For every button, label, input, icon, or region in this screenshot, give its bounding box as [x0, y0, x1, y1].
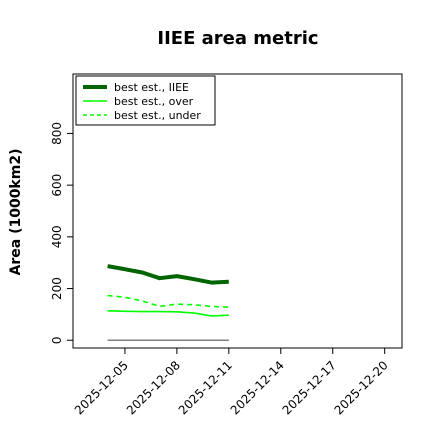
- x-tick-label: 2025-12-11: [176, 358, 235, 417]
- x-tick-label: 2025-12-17: [280, 358, 339, 417]
- series-line-2: [107, 294, 229, 308]
- x-tick-label: 2025-12-14: [228, 358, 287, 417]
- series-lines: [107, 264, 229, 341]
- legend-label-over: best est., over: [114, 95, 194, 108]
- y-tick-label: 400: [50, 225, 64, 248]
- legend-label-iiee: best est., IIEE: [114, 81, 189, 94]
- series-line-0: [107, 264, 229, 285]
- y-tick-label: 0: [50, 336, 64, 344]
- chart-title: IIEE area metric: [157, 28, 318, 49]
- legend: best est., IIEE best est., over best est…: [75, 75, 216, 126]
- x-tick-label: 2025-12-20: [332, 358, 391, 417]
- series-line-1: [107, 310, 229, 317]
- x-tick-label: 2025-12-08: [124, 358, 183, 417]
- y-tick-label: 600: [50, 174, 64, 197]
- x-tick-label: 2025-12-05: [72, 358, 131, 417]
- y-tick-label: 800: [50, 122, 64, 145]
- legend-label-under: best est., under: [114, 109, 201, 122]
- y-axis-ticks: 0 200 400 600 800: [50, 122, 73, 344]
- x-axis-ticks: 2025-12-052025-12-082025-12-112025-12-14…: [72, 348, 391, 417]
- y-axis-label: Area (1000km2): [8, 149, 24, 276]
- y-tick-label: 200: [50, 277, 64, 300]
